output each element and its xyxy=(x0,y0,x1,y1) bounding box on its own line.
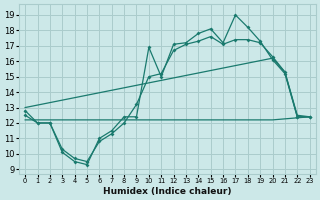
X-axis label: Humidex (Indice chaleur): Humidex (Indice chaleur) xyxy=(103,187,232,196)
